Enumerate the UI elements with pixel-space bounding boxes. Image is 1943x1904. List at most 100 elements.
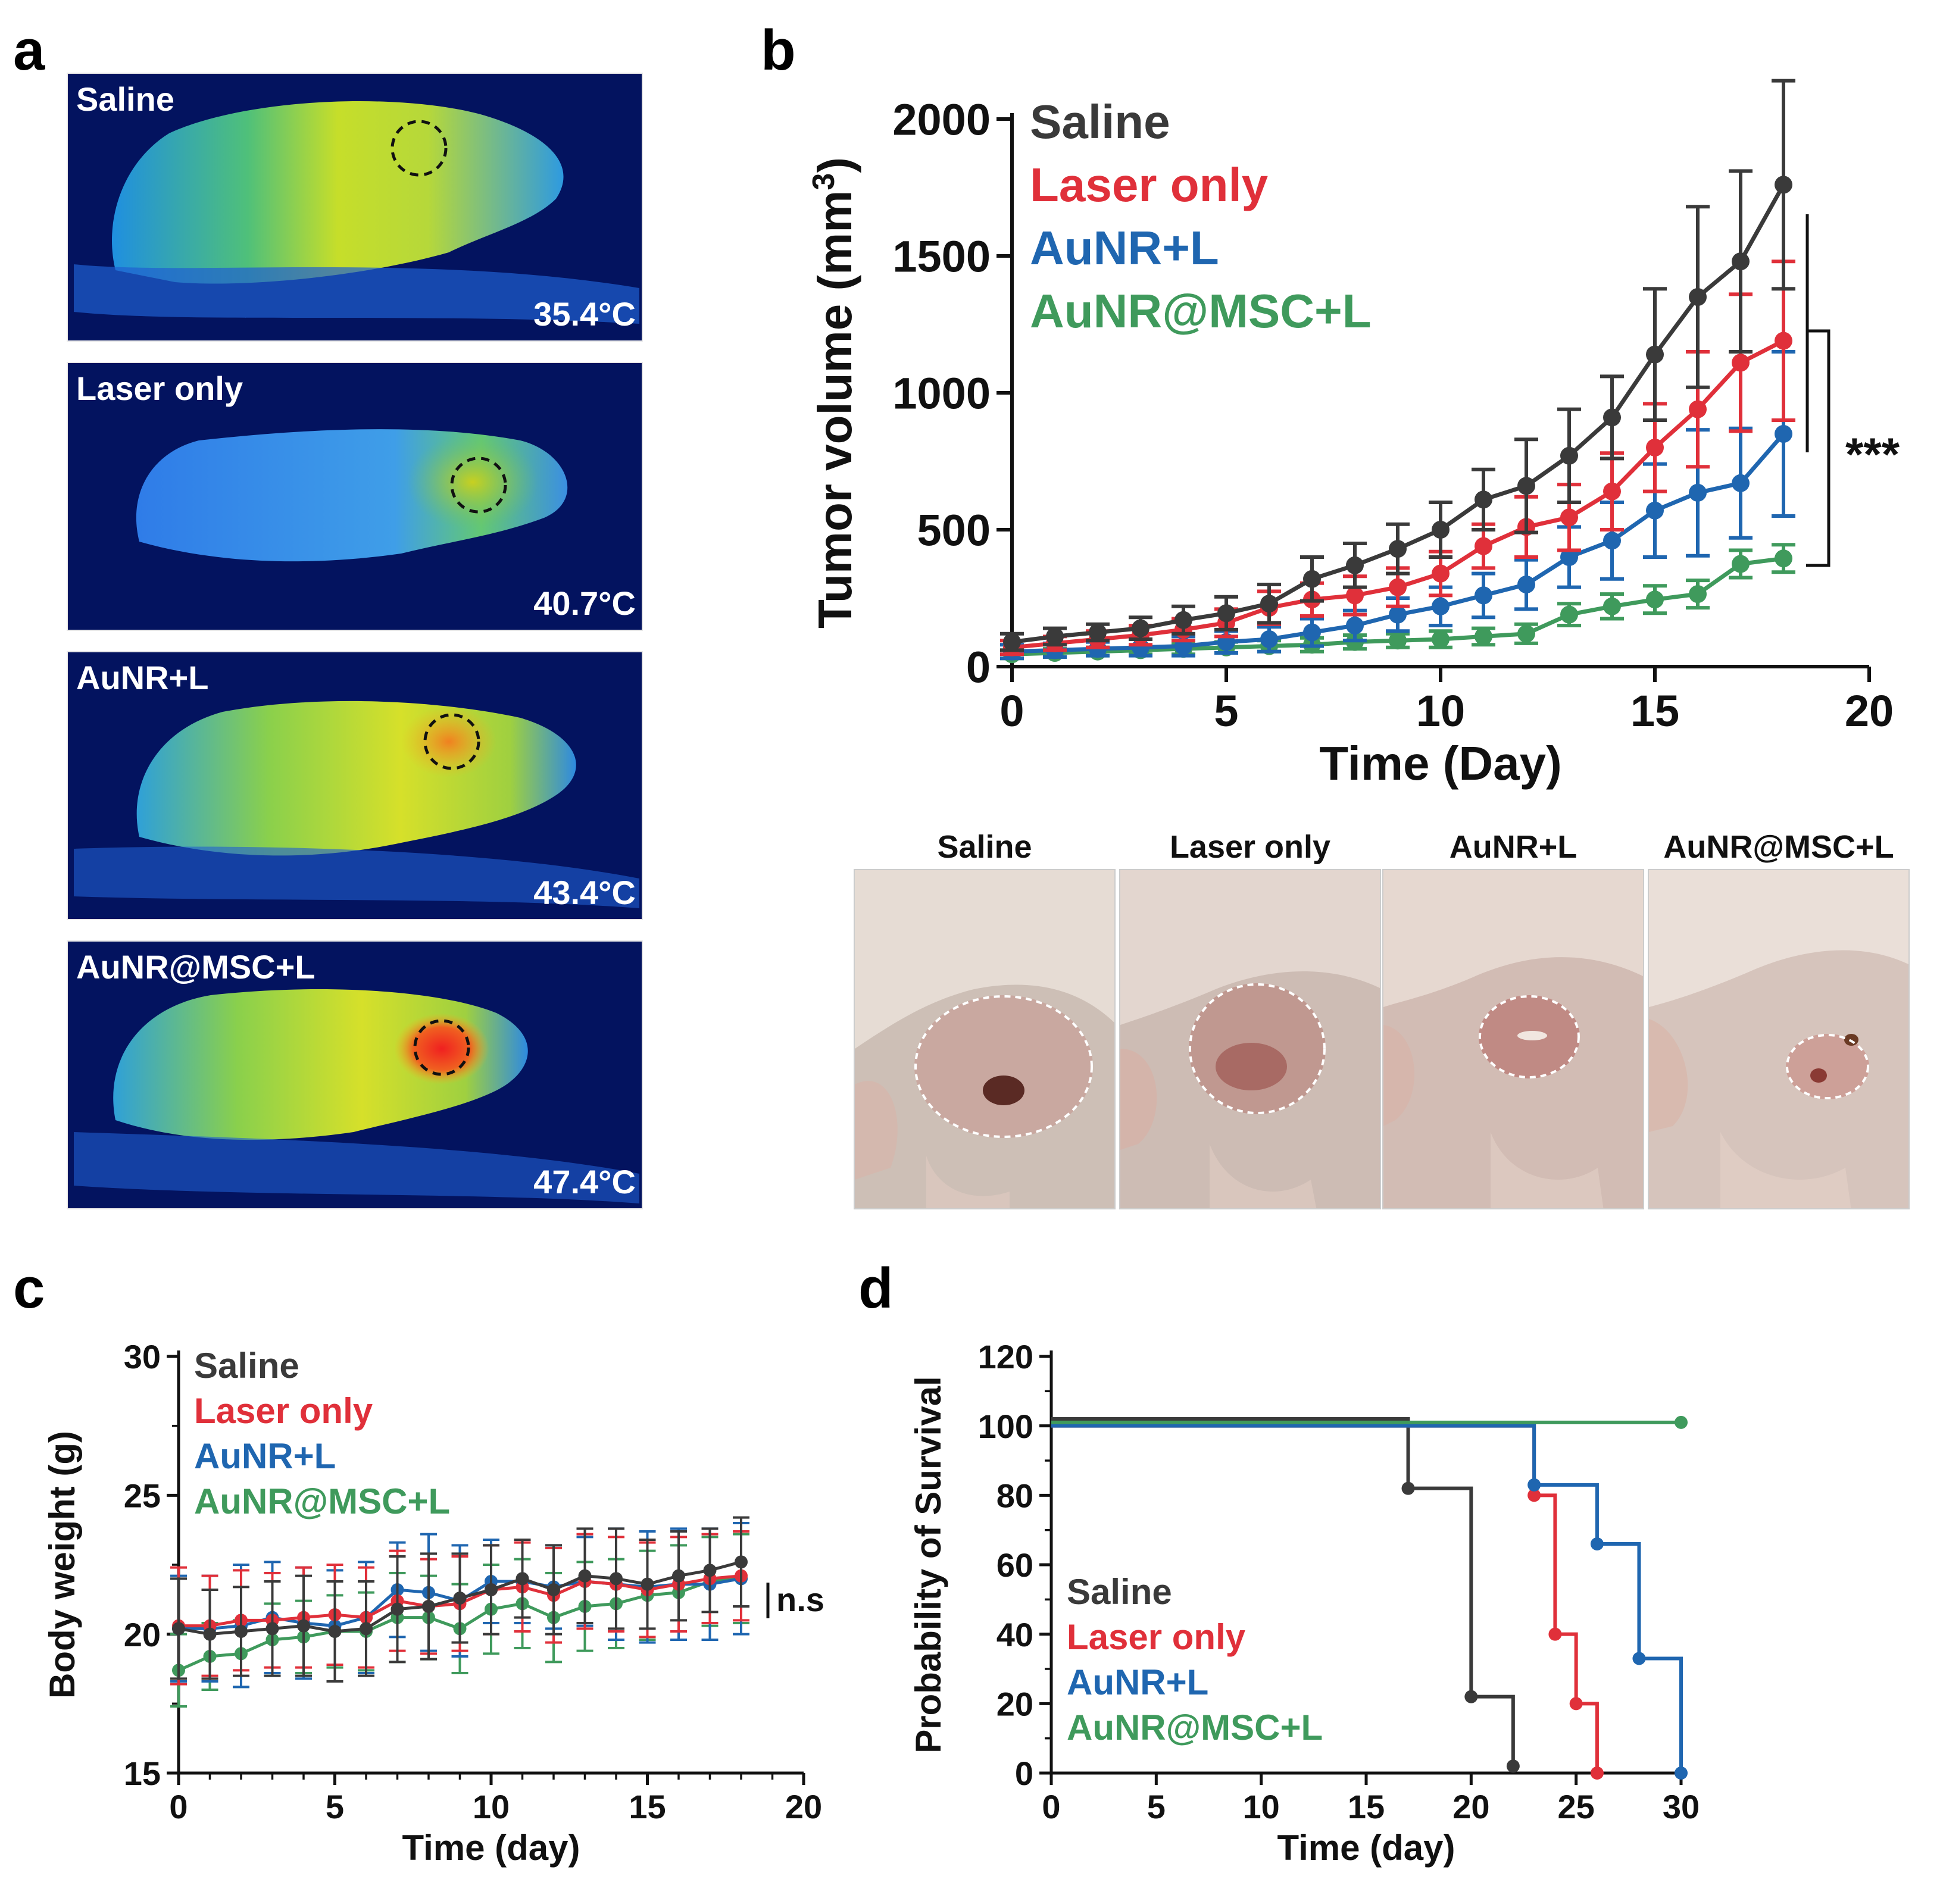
legend-entry: AuNR+L <box>1030 221 1219 274</box>
data-point-aunr-msc-l <box>1389 631 1407 650</box>
data-point-saline <box>203 1627 217 1641</box>
x-tick-label: 5 <box>1147 1788 1166 1825</box>
y-tick-label: 0 <box>966 643 991 692</box>
data-point-aunr-l <box>1775 425 1792 443</box>
data-point-saline <box>1346 556 1364 574</box>
y-axis-label: Probability of Survival <box>908 1376 948 1753</box>
data-point-laser-only <box>1389 578 1407 596</box>
x-tick-label: 15 <box>629 1788 666 1825</box>
data-point-laser-only <box>1646 439 1664 457</box>
x-tick-label: 0 <box>999 686 1024 736</box>
legend-entry: AuNR+L <box>1067 1662 1208 1702</box>
thermal-image-aunr-l: AuNR+L 43.4°C <box>67 651 643 920</box>
data-point-saline <box>672 1569 685 1583</box>
x-tick-label: 10 <box>1416 686 1465 736</box>
panel-label-a: a <box>13 18 45 82</box>
data-point-saline <box>1217 604 1235 623</box>
survival-point-laser-only <box>1548 1627 1562 1641</box>
panel-label-d: d <box>858 1256 894 1320</box>
data-point-saline <box>1775 176 1792 194</box>
data-point-laser-only <box>1732 354 1750 372</box>
legend-entry: AuNR+L <box>194 1436 336 1476</box>
legend-entry: Laser only <box>1067 1617 1246 1657</box>
data-point-saline <box>172 1622 185 1636</box>
body-weight-chart: 0 5 10 15 20 15 20 25 30 Time (day) Body weight (g… <box>42 1338 824 1868</box>
data-point-aunr-l <box>1432 597 1450 615</box>
y-axis-label: Body weight (g) <box>42 1431 82 1699</box>
photo-aunr-l <box>1382 869 1644 1209</box>
data-point-aunr-msc-l <box>1689 585 1707 604</box>
tumor-volume-chart: 0 5 10 15 20 0 500 1000 1500 2000 Time (Day) Tumor … <box>807 79 1900 790</box>
y-tick-label: 15 <box>124 1755 161 1792</box>
significance-label: *** <box>1845 428 1900 480</box>
y-tick-label: 100 <box>978 1408 1033 1445</box>
x-tick-label: 15 <box>1348 1788 1385 1825</box>
data-point-saline <box>1174 611 1192 629</box>
thermal-temperature: 40.7°C <box>533 584 636 622</box>
survival-point-aunr-msc-l <box>1675 1415 1688 1429</box>
data-point-saline <box>1603 408 1621 427</box>
thermal-temperature: 35.4°C <box>533 295 636 333</box>
x-tick-label: 20 <box>1452 1788 1489 1825</box>
thermal-label: AuNR+L <box>76 659 209 696</box>
thermal-temperature: 47.4°C <box>533 1163 636 1200</box>
data-point-laser-only <box>1689 400 1707 418</box>
data-point-saline <box>1560 446 1578 465</box>
data-point-saline <box>1303 570 1321 588</box>
data-point-saline <box>1132 619 1149 637</box>
x-axis-label: Time (Day) <box>1319 737 1562 790</box>
data-point-saline <box>391 1602 404 1616</box>
data-point-saline <box>453 1592 467 1605</box>
x-tick-label: 20 <box>785 1788 822 1825</box>
data-point-saline <box>1646 345 1664 364</box>
thermal-label: AuNR@MSC+L <box>76 948 315 986</box>
y-tick-label: 1000 <box>892 369 991 418</box>
data-point-saline <box>610 1572 623 1586</box>
x-tick-label: 10 <box>473 1788 510 1825</box>
photo-title-laser-only: Laser only <box>1169 829 1331 865</box>
data-point-laser-only <box>1346 586 1364 605</box>
thermal-label: Laser only <box>76 370 243 407</box>
data-point-laser-only <box>1603 482 1621 501</box>
significance-bracket <box>1806 329 1830 567</box>
thermal-image-aunr-msc-l: AuNR@MSC+L 47.4°C <box>67 940 643 1209</box>
panel-label-c: c <box>13 1256 45 1320</box>
data-point-saline <box>328 1625 342 1638</box>
x-tick-label: 20 <box>1845 686 1894 736</box>
data-point-saline <box>265 1622 279 1636</box>
thermal-image-laser-only: Laser only 40.7°C <box>67 362 643 631</box>
data-point-saline <box>1732 252 1750 271</box>
data-point-aunr-l <box>1603 532 1621 550</box>
y-tick-label: 20 <box>997 1685 1033 1722</box>
data-point-aunr-l <box>1346 617 1364 634</box>
data-point-laser-only <box>1560 508 1578 527</box>
photo-title-saline: Saline <box>937 829 1032 865</box>
survival-point-aunr-l <box>1675 1767 1688 1780</box>
y-tick-label: 1500 <box>892 232 991 282</box>
y-tick-label: 60 <box>997 1546 1033 1584</box>
data-point-saline <box>547 1583 560 1596</box>
legend-entry: Saline <box>194 1346 299 1386</box>
y-tick-label: 80 <box>997 1477 1033 1514</box>
data-point-aunr-l <box>1517 576 1535 593</box>
thermal-temperature: 43.4°C <box>533 874 636 911</box>
survival-point-saline <box>1464 1690 1478 1703</box>
photo-title-aunr-msc-l: AuNR@MSC+L <box>1663 829 1894 865</box>
data-point-saline <box>1432 521 1450 539</box>
survival-chart: 0 5 10 15 20 25 30 0 20 40 60 80 100 120 Time (day) Pro… <box>908 1338 1700 1868</box>
data-point-saline <box>1689 288 1707 306</box>
legend-entry: Laser only <box>1030 158 1269 211</box>
y-tick-label: 30 <box>124 1338 161 1375</box>
data-point-aunr-msc-l <box>1646 590 1664 609</box>
x-tick-label: 0 <box>1042 1788 1060 1825</box>
thermal-label: Saline <box>76 80 174 118</box>
data-point-saline <box>485 1583 498 1596</box>
survival-point-laser-only <box>1590 1767 1604 1780</box>
data-point-saline <box>422 1600 435 1613</box>
x-tick-label: 30 <box>1663 1788 1700 1825</box>
legend-entry: AuNR@MSC+L <box>1030 284 1372 337</box>
data-point-laser-only <box>1475 537 1492 555</box>
survival-point-laser-only <box>1527 1489 1541 1502</box>
data-point-aunr-l <box>1303 623 1321 642</box>
data-point-aunr-l <box>1732 474 1750 492</box>
